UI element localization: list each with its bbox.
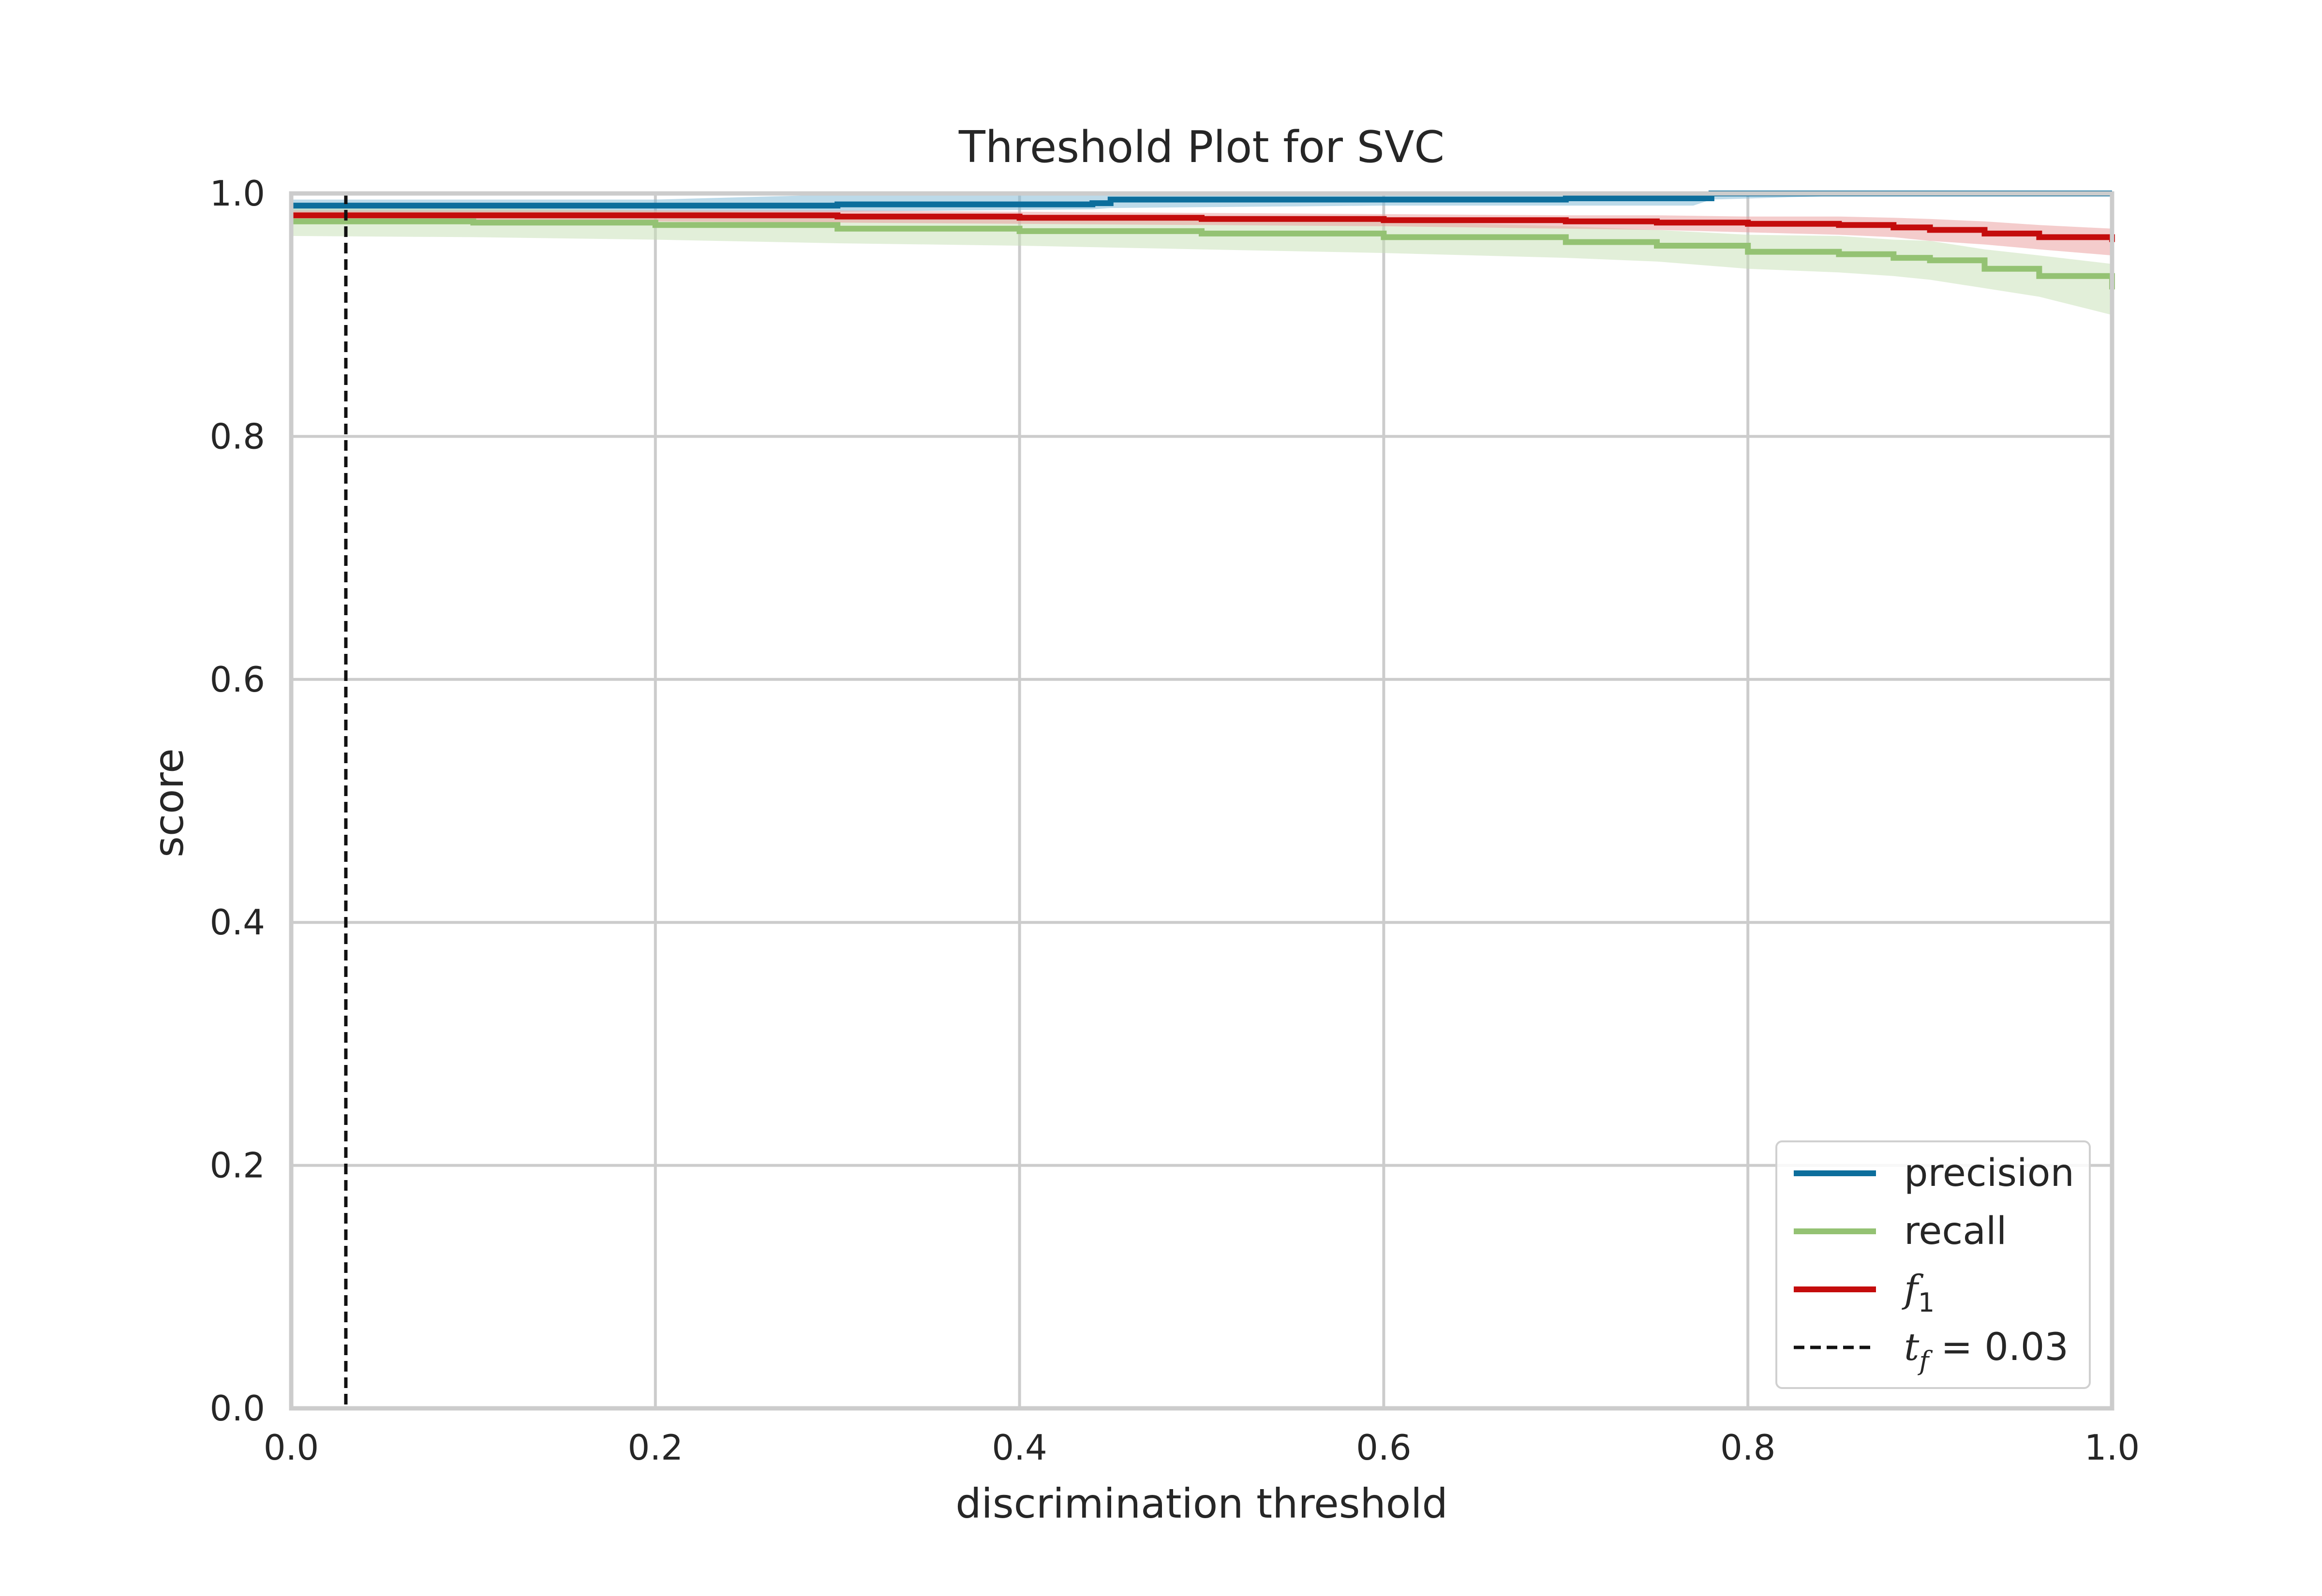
precision-line <box>291 191 2112 209</box>
recall-line <box>291 218 2115 290</box>
recall-legend-label: recall <box>1904 1210 2007 1253</box>
precision-legend-label: precision <box>1904 1152 2074 1195</box>
recall-confidence-band <box>291 206 2112 315</box>
chart-title: Threshold Plot for SVC <box>958 122 1444 173</box>
x-tick-label: 0.0 <box>264 1427 319 1468</box>
y-tick-label: 0.6 <box>209 659 265 700</box>
y-tick-label: 0.4 <box>209 902 265 943</box>
x-tick-label: 1.0 <box>2084 1427 2140 1468</box>
y-tick-label: 0.2 <box>209 1145 265 1186</box>
y-tick-label: 1.0 <box>209 173 265 214</box>
x-tick-label: 0.6 <box>1356 1427 1412 1468</box>
threshold-legend-label: tf = 0.03 <box>1904 1326 2069 1376</box>
x-tick-label: 0.2 <box>628 1427 684 1468</box>
y-axis-label: score <box>145 748 193 857</box>
x-tick-label: 0.8 <box>1720 1427 1776 1468</box>
legend-box <box>1775 1140 2091 1389</box>
plot-area: 0.0 0.2 0.4 0.6 0.8 1.0 0.0 0.2 0.4 0.6 0.8 1.0 <box>209 173 2140 1468</box>
x-tick-label: 0.4 <box>992 1427 1047 1468</box>
f1-line <box>291 212 2115 242</box>
y-tick-label: 0.8 <box>209 416 265 457</box>
y-tick-label: 0.0 <box>209 1388 265 1429</box>
x-axis-label: discrimination threshold <box>955 1480 1448 1527</box>
axes-frame <box>289 191 2114 1411</box>
